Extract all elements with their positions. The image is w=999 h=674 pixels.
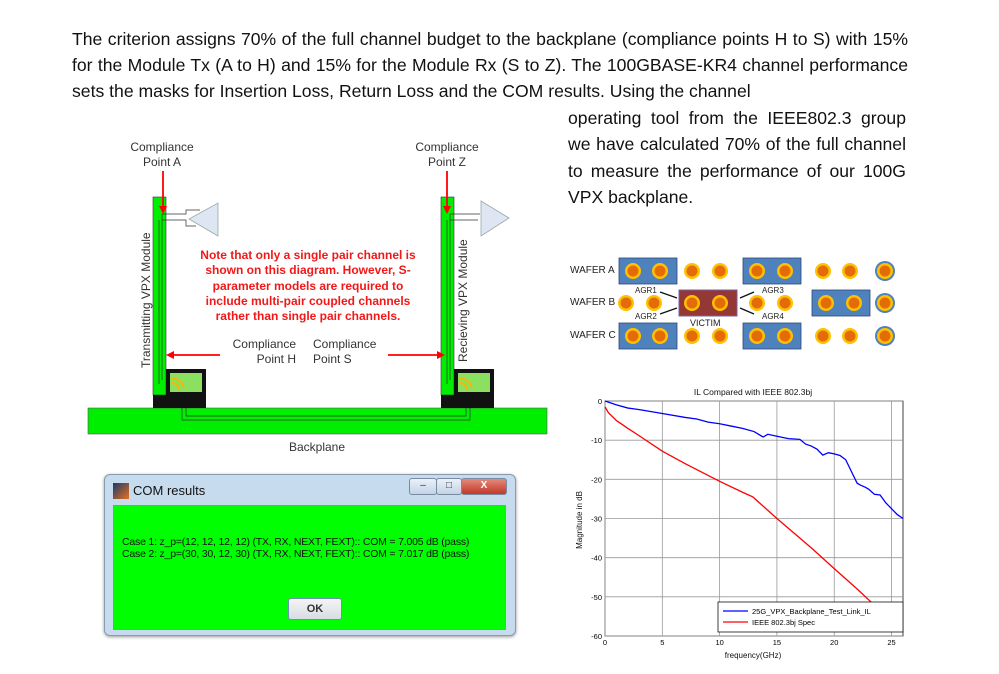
label-point-h: Compliance Point H bbox=[222, 337, 296, 367]
legend: 25G_VPX_Backplane_Test_Link_IL IEEE 802.3… bbox=[717, 601, 904, 633]
label-line: Point S bbox=[313, 352, 352, 366]
series-line-0 bbox=[604, 400, 904, 520]
dialog-body: Case 1: z_p=(12, 12, 12, 12) (TX, RX, NE… bbox=[113, 505, 506, 630]
aggressor-arrow bbox=[659, 291, 678, 299]
agr4-label: AGR4 bbox=[762, 312, 784, 321]
dialog-title: COM results bbox=[133, 483, 206, 498]
label-line: Point H bbox=[256, 352, 296, 366]
x-tick-label: 0 bbox=[603, 638, 607, 647]
case-2-result: Case 2: z_p=(30, 30, 12, 30) (TX, RX, NE… bbox=[122, 548, 470, 560]
wafer-a-label: WAFER A bbox=[570, 265, 615, 276]
y-tick-label: -10 bbox=[591, 436, 602, 445]
label-point-a: Compliance Point A bbox=[120, 140, 204, 170]
maximize-button[interactable]: □ bbox=[436, 478, 462, 495]
side-paragraph: operating tool from the IEEE802.3 group … bbox=[568, 108, 906, 207]
close-button[interactable]: X bbox=[461, 478, 507, 495]
tx-buffer-icon bbox=[188, 202, 219, 237]
y-tick-label: -20 bbox=[591, 475, 602, 484]
label-line: Compliance bbox=[313, 337, 377, 351]
y-axis-label: Magnitude in dB bbox=[575, 491, 584, 549]
com-results-dialog: COM results – □ X Case 1: z_p=(12, 12, 1… bbox=[104, 474, 516, 636]
backplane-label: Backplane bbox=[288, 440, 346, 454]
legend-label: IEEE 802.3bj Spec bbox=[752, 618, 815, 627]
chart-title: IL Compared with IEEE 802.3bj bbox=[694, 387, 812, 397]
aggressor-arrow bbox=[739, 307, 755, 315]
body-paragraph: The criterion assigns 70% of the full ch… bbox=[72, 29, 908, 101]
rx-buffer-icon bbox=[480, 200, 510, 237]
x-tick-label: 20 bbox=[830, 638, 838, 647]
agr1-label: AGR1 bbox=[635, 286, 657, 295]
matlab-icon bbox=[113, 483, 129, 499]
x-tick-label: 15 bbox=[773, 638, 781, 647]
agr3-label: AGR3 bbox=[762, 286, 784, 295]
case-1-result: Case 1: z_p=(12, 12, 12, 12) (TX, RX, NE… bbox=[122, 536, 470, 548]
ok-button[interactable]: OK bbox=[288, 598, 342, 620]
label-line: Point A bbox=[142, 155, 182, 169]
minimize-button[interactable]: – bbox=[409, 478, 437, 495]
wafer-c-label: WAFER C bbox=[570, 330, 616, 341]
x-tick-label: 5 bbox=[660, 638, 664, 647]
backplane-board bbox=[87, 407, 548, 435]
aggressor-arrow bbox=[659, 307, 678, 315]
legend-label: 25G_VPX_Backplane_Test_Link_IL bbox=[752, 607, 871, 616]
il-chart: IL Compared with IEEE 802.3bj Magnitude … bbox=[575, 387, 904, 660]
y-tick-label: -40 bbox=[591, 554, 602, 563]
x-tick-label: 10 bbox=[715, 638, 723, 647]
label-line: Point Z bbox=[427, 155, 466, 169]
aggressor-arrow bbox=[739, 291, 755, 299]
diagram-note: Note that only a single pair channel is … bbox=[200, 248, 416, 324]
y-tick-label: -30 bbox=[591, 515, 602, 524]
y-tick-label: -50 bbox=[591, 593, 602, 602]
label-point-z: Compliance Point Z bbox=[405, 140, 489, 170]
victim-label: VICTIM bbox=[690, 318, 721, 328]
agr2-label: AGR2 bbox=[635, 312, 657, 321]
label-line: Compliance bbox=[130, 140, 194, 154]
y-tick-label: 0 bbox=[598, 397, 602, 406]
y-tick-label: -60 bbox=[591, 632, 602, 641]
label-line: Compliance bbox=[415, 140, 479, 154]
label-line: Compliance bbox=[232, 337, 296, 351]
x-axis-label: frequency(GHz) bbox=[725, 651, 782, 660]
wafer-b-label: WAFER B bbox=[570, 297, 616, 308]
x-tick-label: 25 bbox=[887, 638, 895, 647]
label-point-s: Compliance Point S bbox=[313, 337, 387, 367]
series-line-1 bbox=[604, 406, 904, 631]
